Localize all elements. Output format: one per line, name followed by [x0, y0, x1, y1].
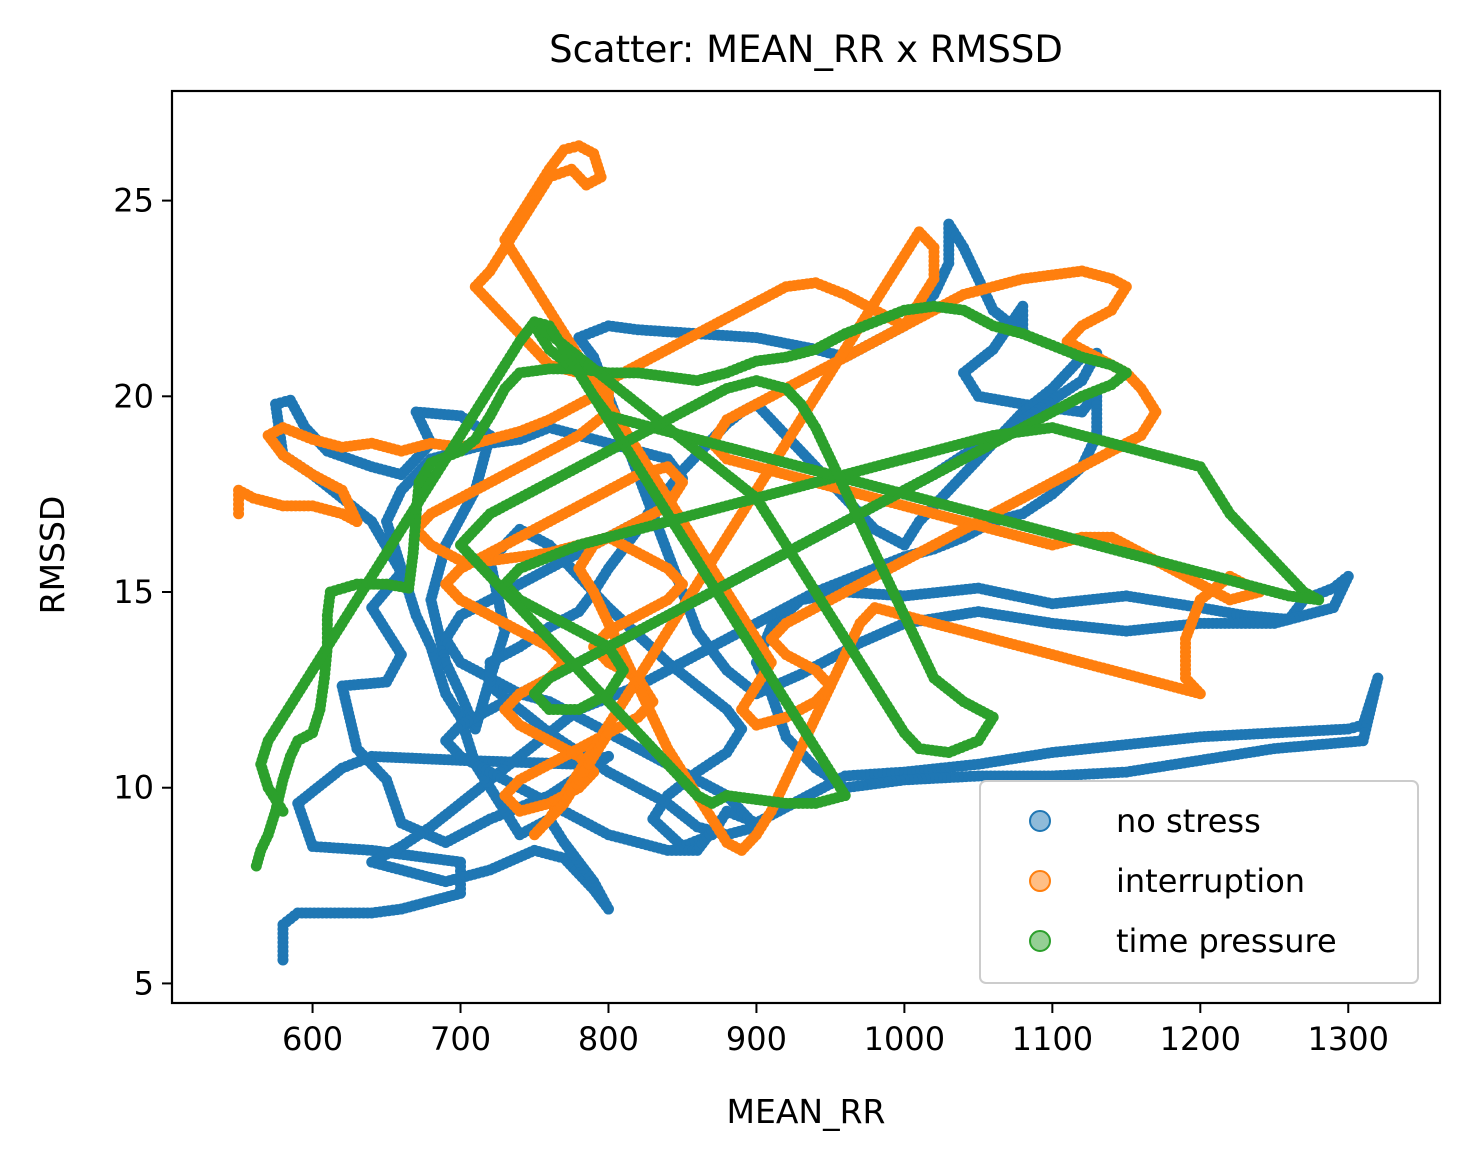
- chart-title: Scatter: MEAN_RR x RMSSD: [549, 28, 1063, 71]
- series-no-stress: [270, 218, 1384, 966]
- series-layer: [233, 140, 1384, 966]
- data-point: [602, 727, 614, 739]
- plot-area: [170, 89, 1442, 1005]
